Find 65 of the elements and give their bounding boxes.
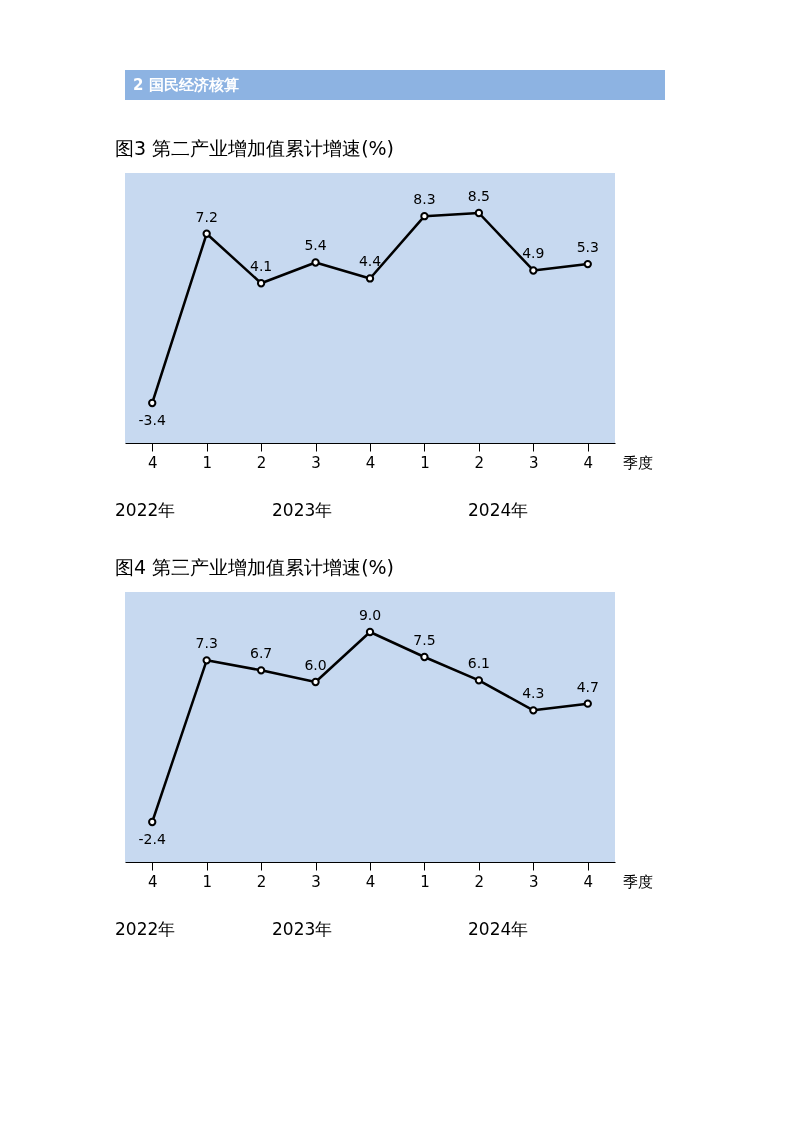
point: [202, 656, 211, 665]
x-tick-label: 2: [256, 453, 267, 472]
x-tick-label: 1: [420, 453, 430, 472]
data-label: 5.4: [304, 237, 327, 254]
x-tick-label: 4: [365, 453, 376, 472]
point: [202, 229, 211, 238]
data-label: 8.5: [467, 188, 491, 204]
text: 2024年: [468, 919, 529, 939]
data-label: 7.2: [195, 208, 218, 225]
x-tick-label: 2: [474, 453, 485, 472]
text: 2022年: [115, 500, 176, 520]
point: [420, 652, 429, 662]
data-label: 6.1: [467, 655, 491, 672]
point: [529, 706, 538, 715]
point: [420, 212, 429, 221]
point: [365, 627, 375, 637]
point: [148, 817, 157, 827]
data-label: 5.3: [576, 239, 599, 256]
data-label: 4.9: [522, 245, 545, 262]
x-tick-label: 4: [147, 872, 158, 891]
x-tick-label: 1: [420, 872, 430, 891]
data-label: 8.3: [413, 191, 436, 208]
x-tick-label: 4: [147, 453, 158, 472]
x-tick-label: 1: [202, 872, 212, 891]
data-label: 6.0: [304, 657, 327, 673]
data-label: 6.7: [249, 645, 273, 662]
x-tick-label: 4: [583, 872, 594, 891]
point: [311, 258, 320, 267]
text: 2 国民经济核算: [133, 76, 239, 94]
point: [529, 266, 538, 275]
x-tick-label: 1: [202, 453, 212, 472]
x-axis-title: 季度: [623, 454, 653, 472]
point: [148, 398, 157, 408]
text: 2023年: [272, 919, 333, 939]
x-tick-label: 4: [583, 453, 594, 472]
data-label: 4.1: [249, 258, 273, 275]
point: [365, 274, 375, 283]
text: 2023年: [272, 500, 333, 520]
chart-title: 图3 第二产业增加值累计增速(%): [115, 137, 395, 159]
data-label: -2.4: [138, 831, 166, 847]
point: [583, 699, 592, 708]
point: [474, 676, 484, 685]
data-label: 4.3: [522, 685, 545, 702]
data-label: 7.5: [413, 632, 436, 648]
x-tick-label: 4: [365, 872, 376, 891]
data-label: 4.7: [576, 678, 599, 695]
point: [583, 259, 592, 269]
chart-title: 图4 第三产业增加值累计增速(%): [115, 556, 395, 578]
point: [256, 666, 266, 675]
data-label: 9.0: [358, 607, 382, 623]
x-tick-label: 3: [311, 453, 321, 472]
point: [256, 279, 266, 288]
point: [311, 677, 320, 687]
x-tick-label: 3: [529, 453, 539, 472]
text: 2024年: [468, 500, 529, 520]
x-tick-label: 2: [256, 872, 267, 891]
text: 2022年: [115, 919, 176, 939]
data-label: 7.3: [195, 635, 218, 652]
x-tick-label: 3: [311, 872, 321, 891]
x-tick-label: 2: [474, 872, 485, 891]
x-axis-title: 季度: [623, 873, 653, 891]
x-tick-label: 3: [529, 872, 539, 891]
point: [474, 208, 484, 218]
data-label: 4.4: [358, 253, 382, 270]
data-label: -3.4: [138, 412, 166, 428]
